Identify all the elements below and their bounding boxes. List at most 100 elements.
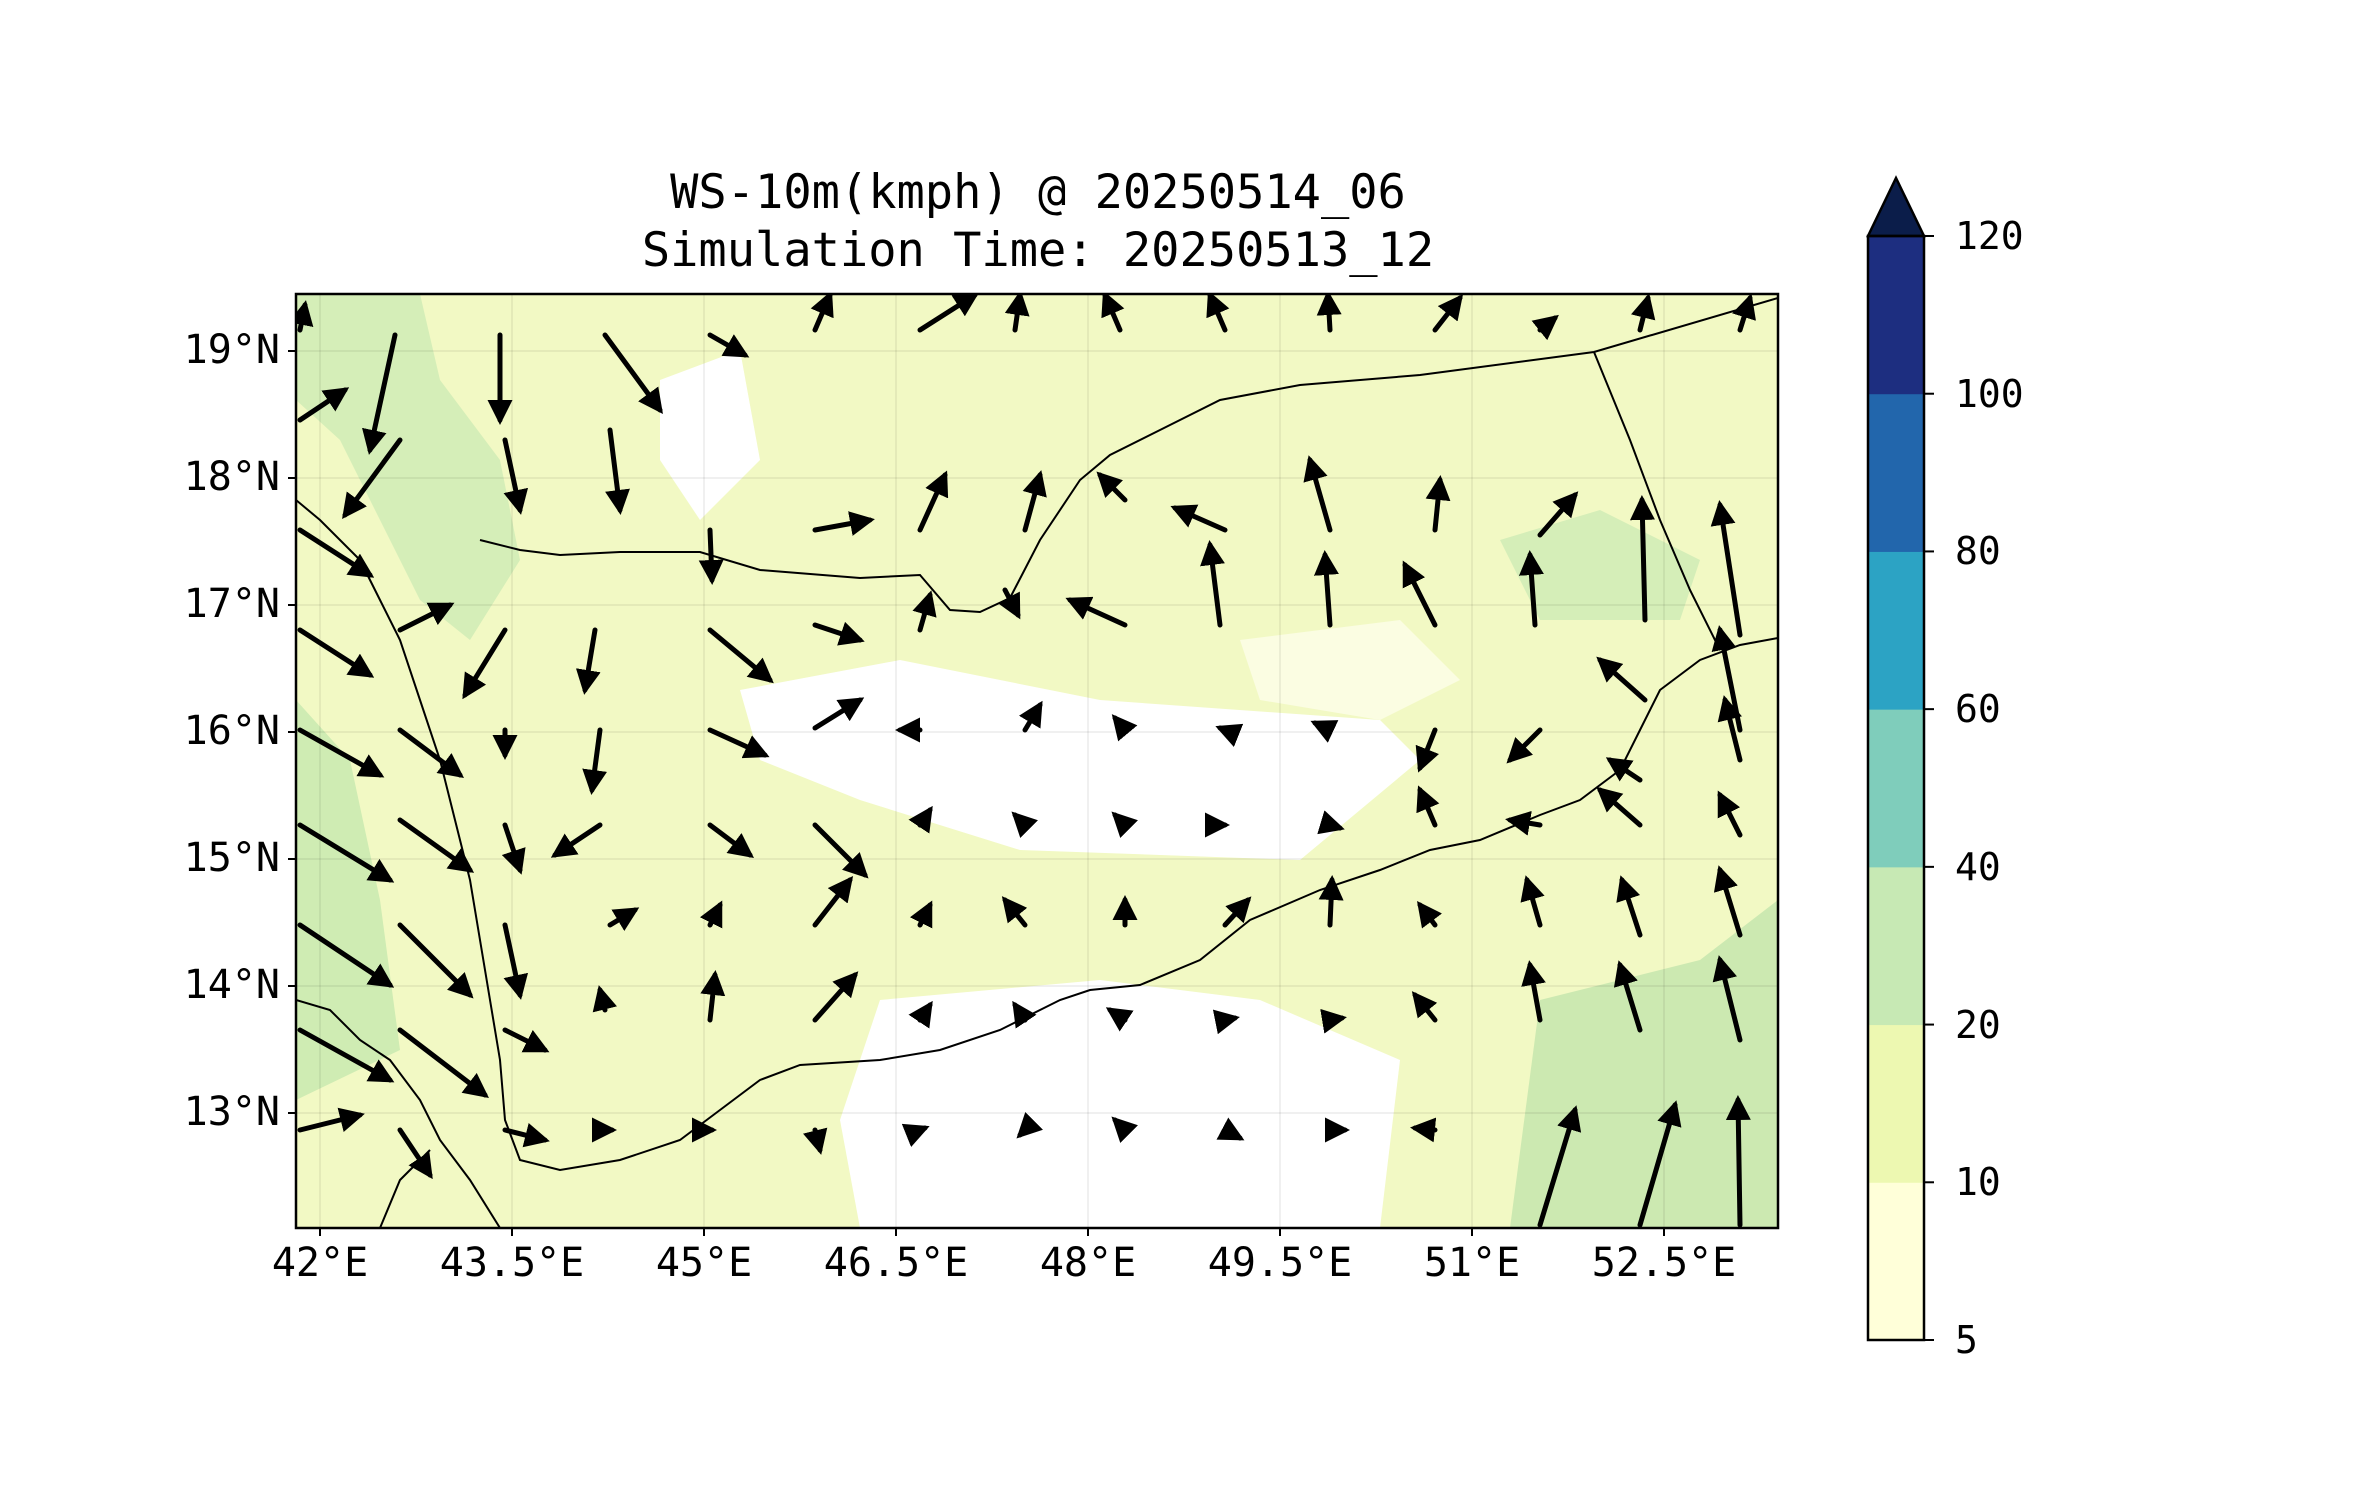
wind-arrow-icon [1605, 757, 1643, 783]
wind-arrow-icon [812, 511, 875, 536]
wind-arrow-icon [1613, 960, 1643, 1033]
tick-marks [288, 350, 1665, 1236]
colorbar-segment [1868, 1182, 1924, 1341]
wind-arrow-icon [1001, 896, 1028, 928]
wind-arrow-icon [1012, 1000, 1037, 1029]
colorbar-level-label: 5 [1955, 1318, 1978, 1362]
wind-arrow-icon [909, 900, 933, 929]
border-oman [1593, 351, 1721, 651]
wind-arrow-icon [1531, 314, 1559, 341]
wind-arrow-icon [1596, 656, 1648, 703]
map-frame [294, 292, 1780, 1230]
wind-arrow-icon [397, 922, 474, 999]
wind-arrow-icon [1616, 875, 1643, 938]
wind-arrow-icon [901, 1123, 930, 1148]
colorbar-segment [1868, 1024, 1924, 1183]
wind-arrow-icon [502, 1027, 550, 1053]
wind-arrow-icon [397, 1127, 433, 1180]
shade-red-sea [296, 700, 400, 1100]
wind-arrow-icon [297, 527, 375, 578]
wind-arrow-icon [1320, 1008, 1347, 1034]
wind-arrow-icon [297, 1107, 365, 1133]
wind-arrow-icon [707, 822, 754, 858]
wind-arrow-icon [698, 527, 724, 585]
colorbar-level-label: 40 [1955, 844, 2001, 889]
colorbar-extend-arrow [1866, 175, 1926, 238]
wind-arrow-icon [575, 627, 601, 695]
wind-arrow-icon [1402, 560, 1438, 628]
wind-arrow-icon [700, 970, 726, 1023]
lat-tick-label: 13°N [183, 1089, 280, 1135]
wind-arrow-icon [1200, 540, 1225, 628]
wind-arrow-icon [1018, 700, 1043, 733]
wind-arrow-icon [297, 627, 375, 678]
wind-arrow-icon [1212, 1009, 1240, 1035]
lon-tick-label: 43.5°E [439, 1240, 585, 1286]
lon-tick-label: 51°E [1423, 1240, 1521, 1286]
lon-tick-label: 52.5°E [1591, 1240, 1737, 1286]
wind-arrow-icon [908, 805, 933, 834]
wind-arrow-icon [1637, 1100, 1682, 1228]
wind-speed-shading [296, 294, 1778, 1228]
lon-tick-label: 46.5°E [823, 1240, 969, 1286]
shade-southeast-high [1510, 900, 1778, 1228]
lat-tick-label: 15°N [183, 835, 280, 881]
wind-arrow-icon [1011, 811, 1038, 838]
lat-tick-label: 19°N [183, 327, 280, 373]
wind-arrow-icon [997, 587, 1021, 620]
wind-arrow-icon [1732, 294, 1756, 333]
figure-title: WS-10m(kmph) @ 20250514_06 [670, 165, 1406, 220]
wind-arrow-icon [1631, 294, 1656, 333]
wind-arrow-icon [1111, 811, 1138, 838]
wind-arrow-icon [917, 294, 980, 333]
wind-arrow-icon [397, 817, 475, 873]
colorbar-segment [1868, 236, 1924, 395]
wind-arrow-icon [1596, 786, 1643, 828]
wind-vectors [296, 294, 1756, 1228]
wind-arrow-icon [1310, 720, 1339, 743]
wind-arrow-icon [1725, 1095, 1751, 1228]
wind-arrow-icon [1303, 455, 1333, 533]
wind-arrow-icon [1505, 810, 1543, 836]
wind-arrow-icon [342, 437, 403, 520]
wind-arrow-icon [502, 437, 529, 515]
wind-arrow-icon [1170, 504, 1228, 533]
wind-arrow-icon [592, 985, 617, 1013]
colorbar-level-label: 100 [1955, 371, 2024, 416]
shade-east-patch [1500, 510, 1700, 620]
wind-arrow-icon [1004, 294, 1030, 333]
lon-tick-label: 45°E [655, 1240, 753, 1286]
wind-arrow-icon [1518, 550, 1544, 628]
wind-arrow-icon [502, 922, 529, 1000]
wind-arrow-icon [605, 427, 630, 515]
lat-tick-label: 18°N [183, 454, 280, 500]
colorbar-level-label: 20 [1955, 1002, 2001, 1047]
wind-arrow-icon [1105, 1007, 1134, 1032]
wind-arrow-icon [397, 602, 455, 633]
wind-arrow-icon [502, 1123, 550, 1148]
wind-arrow-icon [1713, 865, 1743, 938]
colorbar-level-label: 80 [1955, 529, 2001, 574]
wind-arrow-icon [699, 900, 723, 929]
colorbar-frame [1866, 234, 1926, 1342]
wind-arrow-icon [1022, 470, 1047, 533]
lat-tick-label: 14°N [183, 962, 280, 1008]
wind-arrow-icon [1016, 1112, 1043, 1139]
wind-arrow-icon [812, 876, 854, 928]
wind-arrow-icon [1537, 1105, 1582, 1228]
wind-arrow-icon [912, 590, 937, 633]
colorbar-level-label: 120 [1955, 214, 2024, 258]
gridlines [296, 294, 1778, 1228]
wind-arrow-icon [1717, 695, 1743, 763]
wind-arrow-icon [1318, 875, 1344, 928]
wind-arrow-icon [812, 971, 859, 1023]
wind-arrow-icon [1537, 491, 1579, 538]
wind-arrow-icon [362, 332, 398, 455]
wind-arrow-icon [1712, 955, 1743, 1043]
wind-arrow-icon [707, 627, 774, 684]
wind-arrow-icon [812, 822, 869, 879]
wind-arrow-icon [1096, 471, 1128, 503]
wind-arrow-icon [296, 300, 314, 333]
shade-gulf-calm [840, 980, 1400, 1228]
